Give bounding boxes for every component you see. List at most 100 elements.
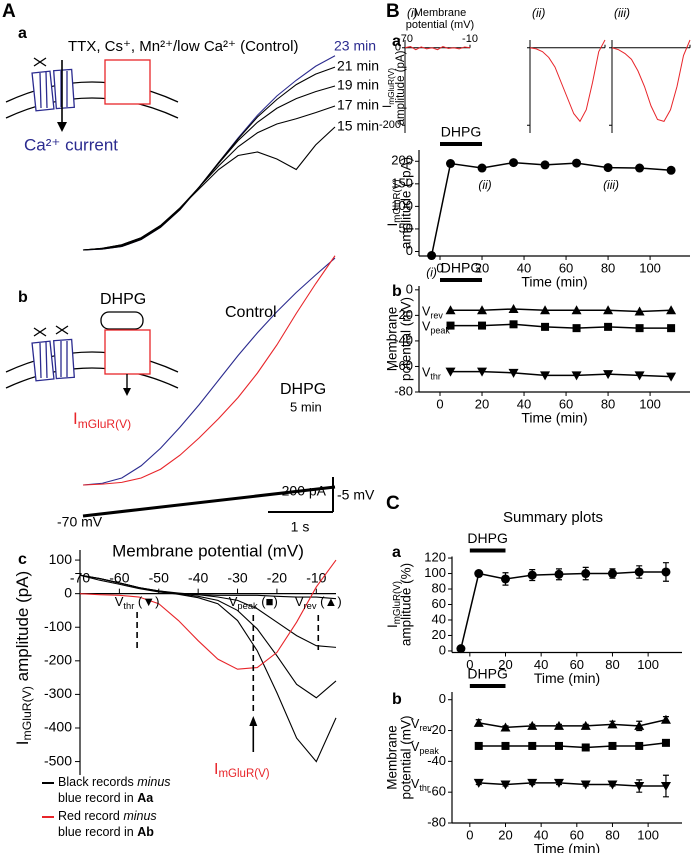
series-label: Vrev — [422, 305, 443, 321]
y-tick-label: -20 — [394, 307, 413, 322]
series-label: Vthr — [411, 777, 430, 793]
trace — [82, 126, 336, 251]
text-part: minus — [123, 809, 156, 823]
point — [666, 305, 677, 315]
point — [660, 714, 671, 724]
panel-label: B — [386, 1, 400, 22]
point — [527, 720, 538, 730]
point — [445, 367, 456, 377]
x-tick-label: 100 — [637, 827, 659, 842]
x-tick-label: 20 — [498, 827, 512, 842]
y-tick-label: 20 — [432, 627, 446, 642]
point — [473, 717, 484, 727]
panel-label: a — [392, 544, 401, 561]
drug-label: DHPG — [467, 530, 507, 546]
point — [553, 778, 564, 788]
point — [540, 305, 551, 315]
text-part: rev — [304, 601, 317, 611]
x-tick-label: 0 — [436, 260, 443, 275]
y-tick-label: -400 — [44, 719, 72, 735]
text-part: mGluR(V) — [392, 581, 403, 624]
y-tick-label: 0 — [406, 243, 413, 258]
text-part: minus — [137, 775, 170, 789]
series-label: 15 min — [337, 118, 379, 134]
x-tick-label: -20 — [267, 569, 287, 585]
point — [580, 780, 591, 790]
y-tick-label: 0 — [395, 42, 401, 54]
y-axis-title: ImGluR(V) — [385, 581, 403, 628]
point — [635, 741, 644, 750]
x-tick-label: -10 — [462, 33, 478, 45]
trace — [450, 323, 672, 329]
diagram-label: Ca²⁺ current — [24, 135, 118, 154]
y-tick-label: 150 — [391, 175, 413, 190]
y-axis-title: ImGluR(V) amplitude (pA) — [13, 571, 34, 745]
point — [571, 305, 582, 315]
point — [608, 741, 617, 750]
y-axis-title: amplitude (pA) — [395, 50, 407, 125]
point — [660, 782, 671, 792]
y-tick-label: 100 — [49, 551, 73, 567]
point — [634, 782, 645, 792]
text-part: (■) — [258, 594, 278, 609]
y-axis-title: ImGluR(V) — [385, 180, 403, 227]
text-part: I — [73, 409, 78, 428]
y-tick-label: 0 — [439, 691, 446, 706]
y-axis-title: amplitude (-pA) — [399, 157, 414, 249]
point — [474, 741, 483, 750]
y-tick-label: -300 — [44, 685, 72, 701]
x-tick-label: -50 — [149, 569, 169, 585]
x-tick-label: 60 — [570, 827, 584, 842]
point — [603, 370, 614, 380]
trace — [79, 559, 337, 670]
point — [527, 570, 537, 580]
x-tick-label: 20 — [475, 396, 489, 411]
x-tick-label: -30 — [227, 569, 247, 585]
receptor — [104, 329, 151, 375]
point-label: (ii) — [478, 178, 491, 192]
point — [528, 741, 537, 750]
membrane — [5, 367, 179, 389]
y-tick-label: 80 — [432, 580, 446, 595]
y-axis-title: potential (mV) — [399, 715, 414, 799]
trace — [450, 308, 672, 313]
trace — [529, 39, 606, 123]
y-axis-title: ImGluR(V) — [382, 68, 396, 108]
point — [427, 251, 437, 261]
x-axis-title: Membrane potential (mV) — [112, 541, 304, 560]
point — [446, 321, 455, 330]
channel-line — [39, 71, 68, 109]
y-tick-label: 100 — [391, 198, 413, 213]
point — [581, 569, 591, 579]
point — [666, 372, 677, 382]
text-part: I — [13, 740, 32, 745]
inset-title: Membrane — [414, 7, 467, 19]
ramp-label: -70 mV — [57, 514, 103, 530]
point — [667, 324, 676, 333]
chart-title: TTX, Cs⁺, Mn²⁺/low Ca²⁺ (Control) — [68, 38, 298, 55]
text-part: Red record — [58, 809, 123, 823]
marker-label: Vpeak (■) — [229, 594, 278, 611]
trace — [611, 39, 691, 122]
point — [603, 163, 613, 173]
x-tick-label: -40 — [188, 569, 208, 585]
panel-label: a — [18, 25, 27, 42]
y-tick-label: -60 — [427, 784, 446, 799]
text-part: Aa — [137, 791, 154, 805]
legend-text: Red record minus — [58, 809, 157, 823]
point — [604, 322, 613, 331]
membrane-diagram — [5, 311, 179, 396]
legend-bg — [40, 775, 190, 805]
x-axis-title: Time (min) — [521, 274, 587, 290]
arrowhead — [123, 388, 131, 396]
y-tick-label: 50 — [399, 220, 413, 235]
series-label: 17 min — [337, 97, 379, 113]
y-tick-label: 40 — [432, 611, 446, 626]
point — [572, 324, 581, 333]
x-tick-label: 80 — [605, 827, 619, 842]
membrane — [5, 81, 179, 103]
drug-capsule — [100, 311, 144, 330]
point — [540, 160, 550, 170]
series-label: Vpeak — [422, 320, 450, 336]
point — [554, 741, 563, 750]
